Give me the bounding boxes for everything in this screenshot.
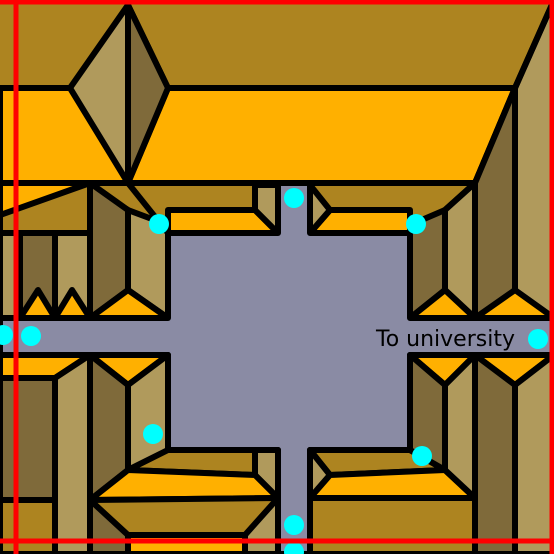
waypoint-southeast[interactable]: [412, 446, 432, 466]
waypoint-north[interactable]: [284, 188, 304, 208]
destination-label: To university: [375, 327, 515, 352]
waypoints: [0, 188, 548, 554]
waypoint-east[interactable]: [528, 329, 548, 349]
waypoint-west[interactable]: [21, 326, 41, 346]
waypoint-southwest[interactable]: [143, 424, 163, 444]
waypoint-south-edge[interactable]: [284, 542, 304, 554]
waypoint-northwest[interactable]: [149, 214, 169, 234]
waypoint-west-edge[interactable]: [0, 325, 13, 345]
waypoint-south[interactable]: [284, 515, 304, 535]
building-right-lower: [407, 352, 554, 554]
waypoint-northeast[interactable]: [406, 214, 426, 234]
